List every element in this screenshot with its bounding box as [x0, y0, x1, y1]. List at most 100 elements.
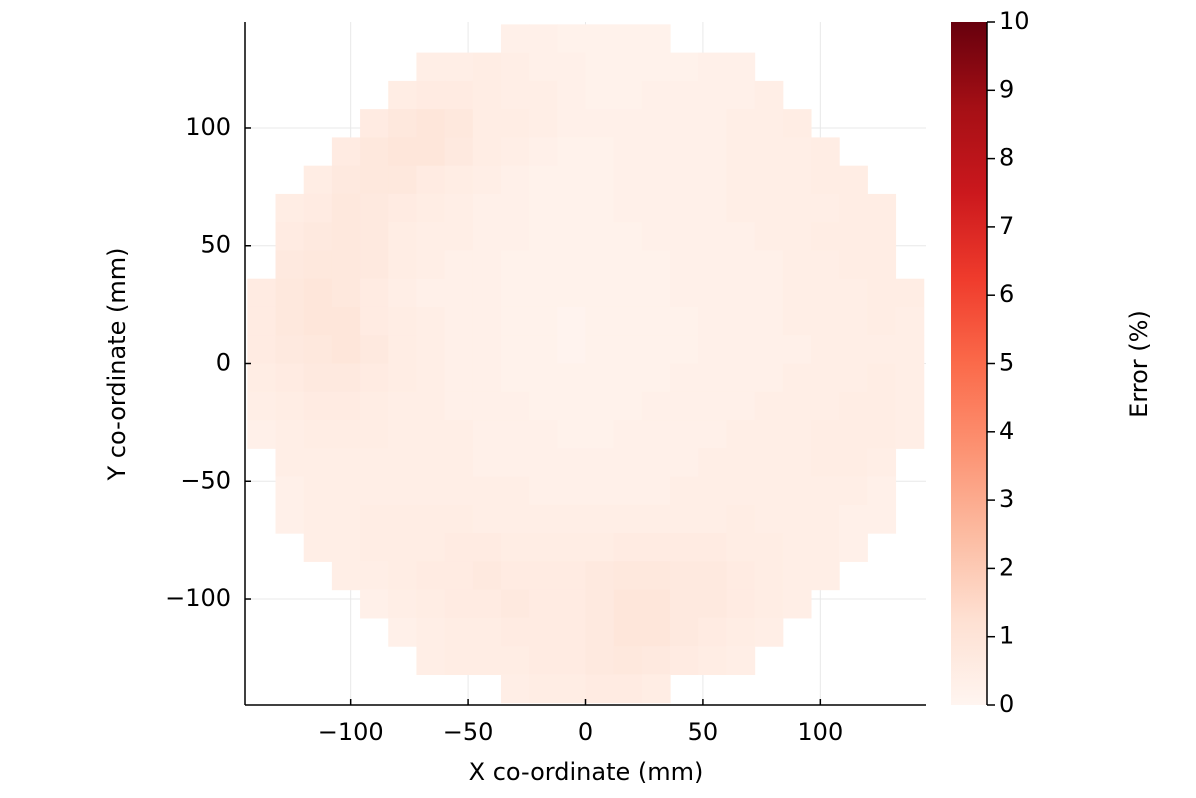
heatmap-cell [500, 24, 530, 54]
heatmap-cell [529, 674, 558, 704]
colorbar [951, 22, 987, 705]
heatmap-cell [360, 476, 389, 506]
heatmap-cell [557, 24, 587, 54]
heatmap-cell [529, 504, 558, 534]
heatmap-cell [529, 476, 558, 506]
heatmap-cell [782, 222, 812, 252]
heatmap-cell [557, 335, 587, 365]
heatmap-cell [331, 448, 361, 478]
heatmap-cell [670, 335, 699, 365]
heatmap-cell [754, 391, 784, 421]
heatmap-cell [698, 533, 727, 562]
heatmap-cell [641, 109, 671, 139]
heatmap-cell [529, 533, 558, 562]
colorbar-label: Error (%) [1125, 310, 1153, 418]
heatmap-cell [416, 250, 446, 280]
heatmap-cell [557, 165, 587, 195]
heatmap-cell [613, 504, 643, 534]
heatmap-cell [670, 589, 699, 619]
heatmap-cell [585, 24, 615, 54]
heatmap-cell [670, 137, 699, 167]
heatmap-cell [754, 80, 784, 110]
heatmap-cell [698, 561, 727, 591]
heatmap-cell [867, 420, 897, 449]
heatmap-cell [613, 420, 643, 449]
heatmap-cell [444, 193, 474, 223]
heatmap-cell [585, 504, 615, 534]
heatmap-cell [613, 109, 643, 139]
heatmap-cell [529, 165, 558, 195]
heatmap-cell [529, 363, 558, 393]
heatmap-cell [670, 165, 699, 195]
heatmap-cell [247, 363, 277, 393]
heatmap-cell [613, 24, 643, 54]
heatmap-cell [782, 420, 812, 449]
heatmap-cell [613, 137, 643, 167]
heatmap-cell [613, 278, 643, 308]
heatmap-cell [641, 306, 671, 336]
heatmap-cell [613, 193, 643, 223]
heatmap-cell [641, 250, 671, 280]
heatmap-cell [839, 306, 868, 336]
heatmap-cell [303, 533, 333, 562]
heatmap-cell [444, 222, 474, 252]
heatmap-cell [388, 420, 418, 449]
heatmap-cell [444, 109, 474, 139]
heatmap-cell [613, 561, 643, 591]
heatmap-cell [416, 222, 446, 252]
heatmap-cell [416, 335, 446, 365]
heatmap-cell [416, 617, 446, 647]
heatmap-cell [416, 306, 446, 336]
heatmap-cell [557, 476, 587, 506]
heatmap-cell [388, 335, 418, 365]
heatmap-cell [275, 250, 305, 280]
heatmap-cell [444, 80, 474, 110]
heatmap-cell [585, 363, 615, 393]
heatmap-cell [331, 476, 361, 506]
heatmap-cell [472, 448, 502, 478]
heatmap-cell [782, 193, 812, 223]
heatmap-cell [754, 250, 784, 280]
heatmap-cell [839, 363, 868, 393]
heatmap-cell [698, 617, 727, 647]
heatmap-cell [839, 335, 868, 365]
heatmap-cell [726, 617, 756, 647]
heatmap-cell [754, 278, 784, 308]
heatmap-cell [726, 250, 756, 280]
heatmap-cell [613, 391, 643, 421]
colorbar-tick-label: 5 [999, 349, 1014, 377]
heatmap-cell [839, 420, 868, 449]
heatmap-cell [613, 52, 643, 82]
heatmap-cell [726, 561, 756, 591]
heatmap-cell [388, 278, 418, 308]
heatmap-cell [500, 420, 530, 449]
heatmap-cell [557, 533, 587, 562]
colorbar-tick-label: 4 [999, 417, 1014, 445]
heatmap-cell [360, 193, 389, 223]
heatmap-cell [810, 250, 840, 280]
heatmap-cell [303, 335, 333, 365]
heatmap-cell [331, 504, 361, 534]
heatmap-cell [444, 420, 474, 449]
heatmap-cell [613, 533, 643, 562]
heatmap-cell [613, 617, 643, 647]
heatmap-cell [416, 363, 446, 393]
heatmap-cell [782, 335, 812, 365]
heatmap-cell [726, 476, 756, 506]
heatmap-cell [839, 250, 868, 280]
heatmap-cell [670, 80, 699, 110]
heatmap-cell [698, 363, 727, 393]
heatmap-cell [275, 504, 305, 534]
heatmap-cell [670, 306, 699, 336]
heatmap-cell [726, 363, 756, 393]
heatmap-cell [388, 193, 418, 223]
x-tick-label: −100 [318, 718, 384, 746]
heatmap-cell [613, 646, 643, 675]
heatmap-cell [754, 193, 784, 223]
heatmap-cell [444, 165, 474, 195]
heatmap-cell [444, 476, 474, 506]
heatmap-cell [388, 533, 418, 562]
heatmap-cell [360, 448, 389, 478]
heatmap-cell [867, 306, 897, 336]
heatmap-cell [331, 278, 361, 308]
